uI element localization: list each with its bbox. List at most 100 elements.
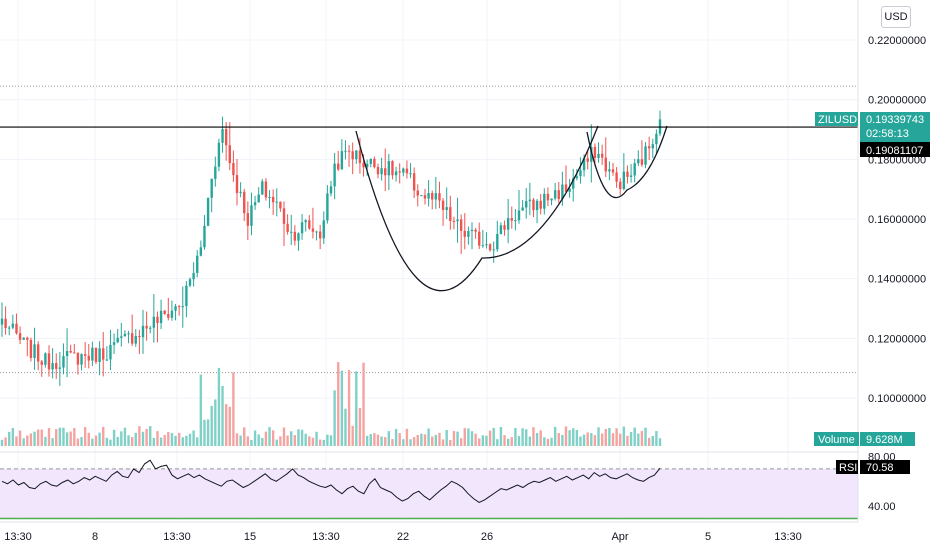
candle-body (62, 356, 65, 368)
time-tick-label: 13:30 (4, 531, 32, 543)
rsi-pane (0, 451, 858, 523)
volume-bar (539, 430, 542, 446)
candle-body (376, 166, 380, 175)
candle-body (8, 327, 11, 329)
volume-label: Volume (818, 434, 855, 446)
candle-body (445, 207, 448, 210)
candle-body (224, 129, 228, 146)
volume-bar (214, 399, 217, 446)
volume-bar (15, 436, 18, 446)
currency-button[interactable]: USD (881, 6, 911, 28)
candle-body (369, 158, 372, 164)
candle-body (181, 306, 184, 308)
candle-body (485, 244, 488, 246)
volume-bar (572, 428, 575, 446)
candle-body (474, 229, 477, 232)
candle-body (261, 181, 264, 195)
candle-body (427, 192, 430, 199)
candle-body (347, 150, 351, 152)
last-price-badge (860, 112, 930, 142)
volume-bar (199, 374, 203, 446)
candle-body (112, 342, 116, 345)
time-tick-label: 5 (705, 531, 711, 543)
candle-body (73, 352, 76, 354)
candle-body (539, 200, 542, 209)
volume-bar (145, 428, 148, 446)
volume-bar (120, 431, 123, 446)
handle-curve[interactable] (586, 125, 668, 199)
volume-bar (279, 436, 282, 446)
candle-body (0, 318, 4, 325)
candle-body (514, 220, 517, 222)
candle-body (579, 170, 582, 177)
volume-bar (655, 431, 658, 446)
volume-bar (326, 434, 329, 446)
volume-bar (76, 438, 80, 446)
candle-body (167, 313, 170, 318)
volume-bar (156, 431, 159, 446)
price-tick-label: 0.16000000 (868, 214, 926, 226)
candle-body (431, 192, 434, 200)
volume-bar (210, 405, 213, 446)
volume-bar (11, 428, 15, 446)
volume-bar (308, 436, 311, 446)
volume-bar (553, 426, 557, 446)
candle-body (380, 168, 383, 175)
volume-bar (517, 435, 521, 446)
candle-body (275, 201, 278, 203)
volume-bar (181, 437, 184, 446)
volume-bar (253, 430, 257, 446)
volume-bar (333, 390, 336, 446)
time-tick-label: 13:30 (163, 531, 191, 543)
volume-bar (4, 437, 7, 446)
volume-bar (91, 438, 94, 446)
volume-bar (206, 419, 210, 446)
volume-bar (384, 437, 387, 446)
candle-body (18, 333, 22, 340)
candle-body (264, 181, 268, 198)
candle-body (152, 316, 156, 328)
candle-body (546, 193, 550, 201)
candle-body (637, 159, 640, 164)
candle-body (557, 190, 560, 200)
candle-body (647, 146, 651, 149)
candle-body (499, 225, 503, 235)
volume-bar (376, 434, 380, 446)
candle-body (127, 333, 130, 335)
candle-body (604, 157, 607, 172)
volume-bar (134, 432, 137, 446)
volume-bar (271, 430, 275, 446)
candle-body (15, 323, 18, 334)
volume-bar (235, 433, 239, 446)
candle-body (463, 230, 466, 237)
volume-bar (116, 436, 119, 446)
candle-body (398, 171, 401, 173)
volume-bar (282, 427, 286, 446)
candle-body (651, 144, 654, 149)
volume-bar (58, 427, 62, 446)
time-tick-label: 26 (481, 531, 493, 543)
volume-bar (315, 431, 318, 446)
volume-bar (51, 438, 54, 446)
candle-body (467, 231, 470, 237)
volume-bar (543, 437, 546, 446)
rsi-tick-label: 40.00 (868, 501, 896, 513)
volume-bar (597, 427, 600, 446)
symbol-label: ZILUSD (818, 114, 857, 126)
volume-bar (409, 439, 412, 446)
cup-curve[interactable] (355, 125, 599, 292)
volume-bar (637, 433, 640, 446)
volume-bar (232, 372, 235, 446)
candle-body (412, 173, 416, 191)
rsi-band (0, 468, 858, 519)
candle-body (517, 210, 521, 221)
candle-body (492, 249, 495, 251)
candle-body (246, 213, 250, 226)
volume-bar (586, 432, 589, 446)
volume-bar (40, 429, 43, 446)
volume-bar (420, 433, 423, 446)
candle-body (109, 344, 112, 360)
volume-bar (438, 432, 441, 446)
